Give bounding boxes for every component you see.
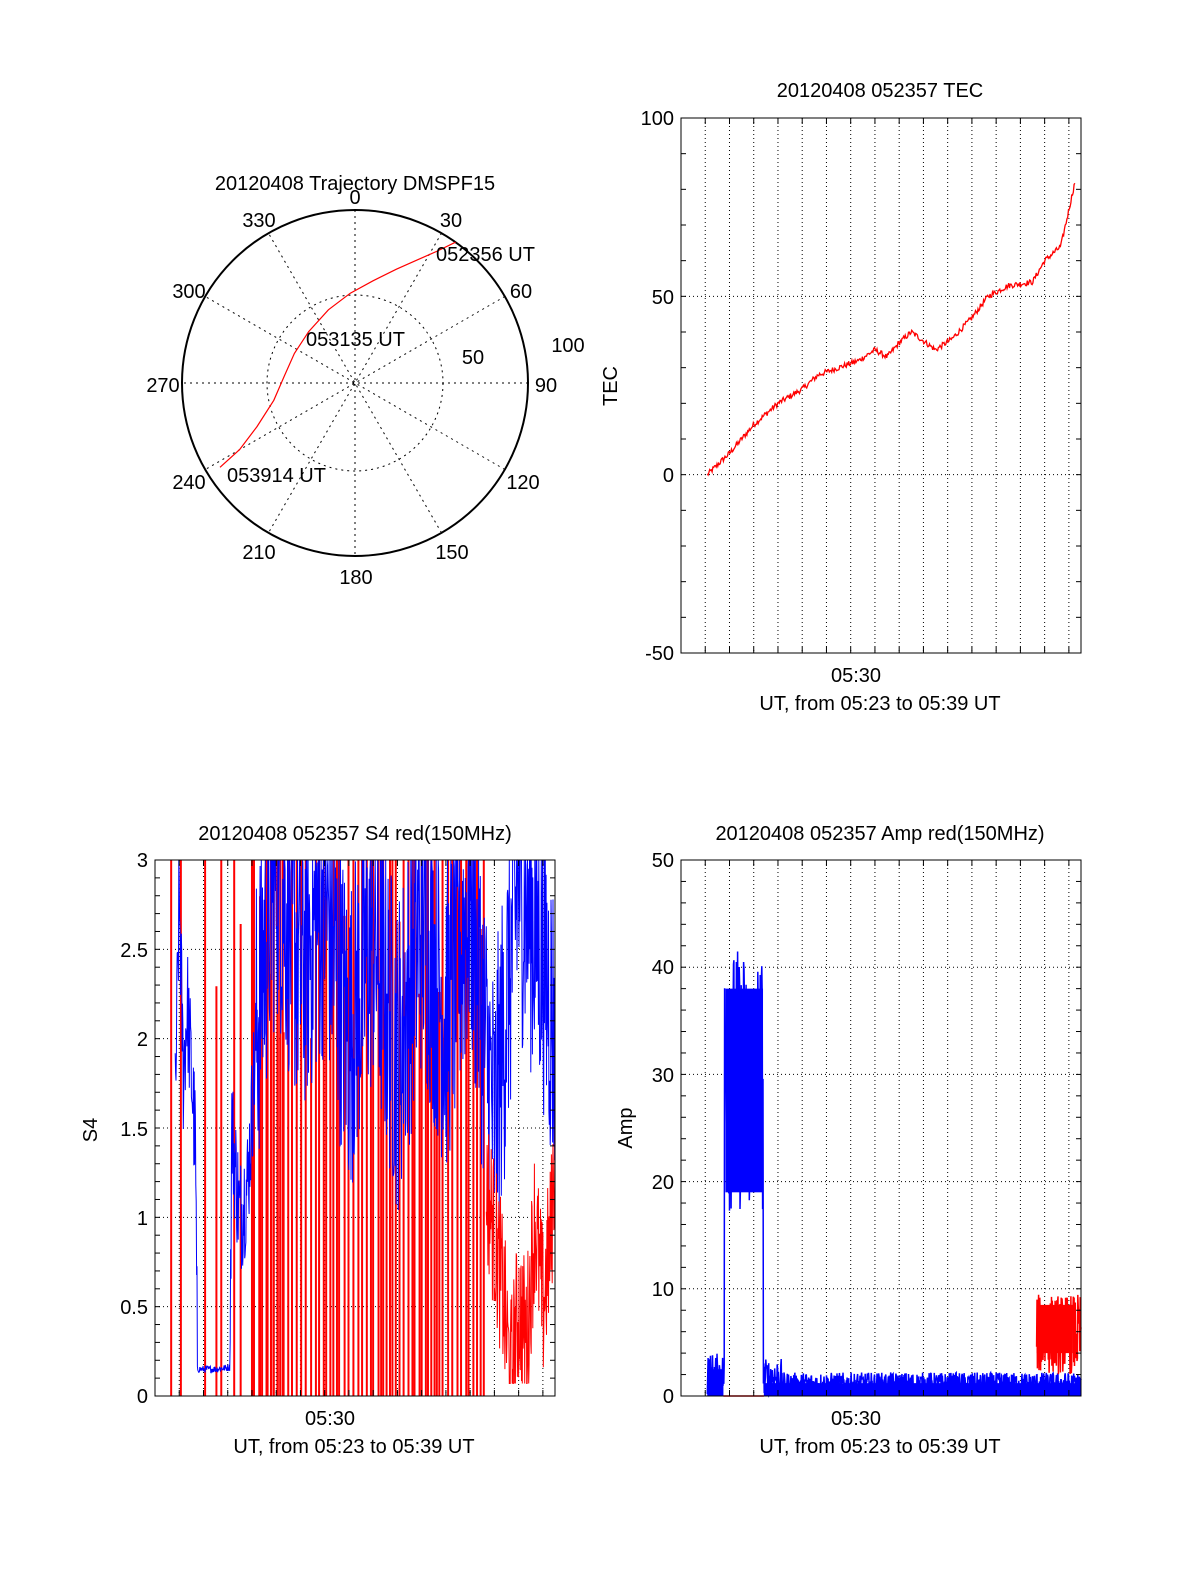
polar-angle-label-90: 90 <box>535 375 557 397</box>
polar-angle-label-210: 210 <box>242 542 275 564</box>
polar-spoke-30-210 <box>268 232 442 534</box>
amp-y-tick-label: 0 <box>663 1386 674 1408</box>
amp-x-axis-label: UT, from 05:23 to 05:39 UT <box>759 1436 1000 1458</box>
polar-angle-label-270: 270 <box>146 375 179 397</box>
s4-chart: 20120408 052357 S4 red(150MHz) 0 0.5 1 1… <box>80 823 556 1458</box>
s4-y-tick-label: 3 <box>137 850 148 872</box>
s4-title: 20120408 052357 S4 red(150MHz) <box>198 823 512 845</box>
s4-y-tick-labels: 0 0.5 1 1.5 2 2.5 3 <box>120 850 148 1408</box>
polar-angle-label-30: 30 <box>440 210 462 232</box>
tec-grid <box>680 118 1081 653</box>
amp-y-tick-labels: 0 10 20 30 40 50 <box>652 850 674 1408</box>
amp-y-tick-label: 20 <box>652 1172 674 1194</box>
tec-chart: 20120408 052357 TEC -50 0 50 100 05:30 U… <box>600 80 1082 715</box>
polar-trajectory-line <box>219 241 456 468</box>
polar-radial-label-100: 100 <box>551 335 584 357</box>
polar-title: 20120408 Trajectory DMSPF15 <box>215 173 495 195</box>
s4-y-tick-label: 0.5 <box>120 1297 148 1319</box>
polar-annotation-mid: 053135 UT <box>306 329 405 351</box>
tec-plot-frame <box>680 117 1082 654</box>
s4-y-tick-label: 1.5 <box>120 1119 148 1141</box>
polar-outer-circle <box>181 209 529 557</box>
tec-y-tick-label: 50 <box>652 287 674 309</box>
tec-x-axis-label: UT, from 05:23 to 05:39 UT <box>759 693 1000 715</box>
polar-annotation-end: 053914 UT <box>227 465 326 487</box>
tec-x-tick-label: 05:30 <box>831 665 881 687</box>
amp-y-axis-label: Amp <box>615 1107 637 1148</box>
s4-y-tick-label: 2 <box>137 1029 148 1051</box>
tec-y-tick-labels: -50 0 50 100 <box>641 108 674 665</box>
s4-x-tick-label: 05:30 <box>305 1408 355 1430</box>
tec-y-axis-label: TEC <box>600 366 622 406</box>
polar-angle-label-300: 300 <box>172 281 205 303</box>
amp-x-tick-label: 05:30 <box>831 1408 881 1430</box>
polar-angle-label-180: 180 <box>339 567 372 589</box>
amp-title: 20120408 052357 Amp red(150MHz) <box>715 823 1044 845</box>
s4-red-series <box>485 1109 556 1384</box>
amp-y-tick-label: 30 <box>652 1065 674 1087</box>
s4-minor-ticks <box>154 859 555 1397</box>
tec-title: 20120408 052357 TEC <box>777 80 983 102</box>
amp-plot-frame <box>680 859 1082 1397</box>
polar-grid <box>182 210 528 556</box>
amp-chart: 20120408 052357 Amp red(150MHz) 0 10 20 … <box>615 823 1082 1458</box>
amp-y-tick-label: 10 <box>652 1279 674 1301</box>
s4-y-tick-label: 1 <box>137 1208 148 1230</box>
s4-y-axis-label: S4 <box>80 1118 102 1142</box>
s4-y-tick-label: 2.5 <box>120 940 148 962</box>
polar-spoke-120-300 <box>204 296 506 470</box>
tec-y-tick-label: 0 <box>663 465 674 487</box>
polar-angle-label-0: 0 <box>349 187 360 209</box>
amp-y-tick-label: 50 <box>652 850 674 872</box>
polar-angle-label-120: 120 <box>506 472 539 494</box>
amp-blue-series <box>706 951 1082 1398</box>
tec-y-tick-label: 100 <box>641 108 674 130</box>
amp-minor-ticks <box>680 859 1081 1397</box>
s4-blue-series <box>174 859 556 1374</box>
tec-y-tick-label: -50 <box>645 643 674 665</box>
polar-angle-labels: 0 30 60 90 120 150 180 210 240 270 300 3… <box>146 187 557 589</box>
s4-y-tick-label: 0 <box>137 1386 148 1408</box>
polar-spoke-150-330 <box>268 232 442 534</box>
polar-radial-label-50: 50 <box>462 347 484 369</box>
polar-angle-label-240: 240 <box>172 472 205 494</box>
tec-series-line <box>706 182 1076 477</box>
polar-chart: 20120408 Trajectory DMSPF15 0 30 60 90 1… <box>146 173 584 589</box>
polar-spoke-60-240 <box>204 296 506 470</box>
polar-angle-label-150: 150 <box>435 542 468 564</box>
polar-angle-label-60: 60 <box>510 281 532 303</box>
polar-angle-label-330: 330 <box>242 210 275 232</box>
polar-annotation-start: 052356 UT <box>436 244 535 266</box>
tec-minor-ticks <box>680 117 1081 654</box>
s4-x-axis-label: UT, from 05:23 to 05:39 UT <box>233 1436 474 1458</box>
amp-y-tick-label: 40 <box>652 957 674 979</box>
